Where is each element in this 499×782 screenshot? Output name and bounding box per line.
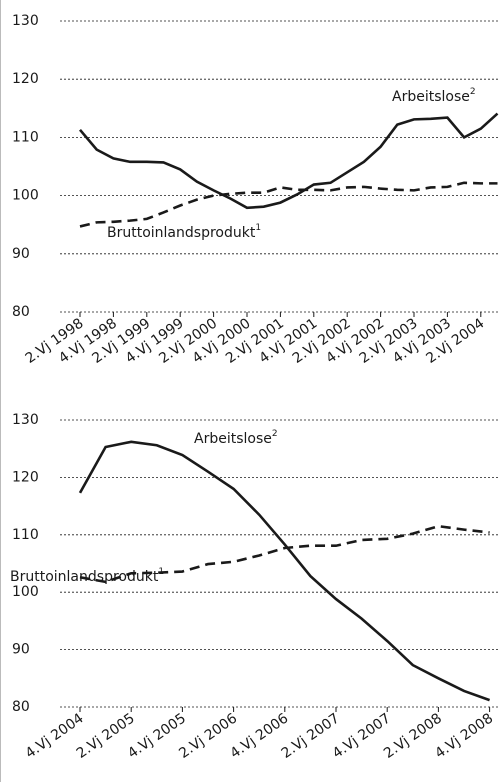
series-label: Bruttoinlandsprodukt1 [10, 567, 164, 586]
series-footnote: 2 [470, 87, 476, 97]
series-footnote: 2 [272, 429, 278, 439]
y-tick-label: 100 [12, 584, 39, 600]
y-tick-label: 100 [12, 188, 39, 204]
series-label: Arbeitslose2 [194, 429, 278, 448]
y-tick-label: 120 [12, 469, 39, 485]
y-tick-label: 110 [12, 527, 39, 543]
y-tick-label: 130 [12, 13, 39, 29]
series-label: Arbeitslose2 [392, 87, 476, 106]
series-name: Arbeitslose [392, 89, 470, 105]
series-footnote: 1 [158, 567, 164, 577]
series-name: Bruttoinlandsprodukt [10, 569, 159, 585]
series-footnote: 1 [255, 223, 261, 233]
y-tick-label: 90 [12, 246, 30, 262]
data-line [78, 440, 491, 702]
series-name: Arbeitslose [194, 431, 272, 447]
y-tick-label: 90 [12, 642, 30, 658]
data-line [79, 181, 498, 228]
y-tick-label: 80 [12, 699, 30, 715]
y-tick-label: 120 [12, 71, 39, 87]
series-label: Bruttoinlandsprodukt1 [107, 223, 261, 242]
x-tick-label: 4.Vj 2008 [432, 710, 496, 761]
data-line [79, 112, 499, 210]
data-line [79, 524, 490, 584]
series-name: Bruttoinlandsprodukt [107, 225, 256, 241]
y-tick-label: 80 [12, 304, 30, 320]
y-tick-label: 130 [12, 412, 39, 428]
y-tick-label: 110 [12, 129, 39, 145]
